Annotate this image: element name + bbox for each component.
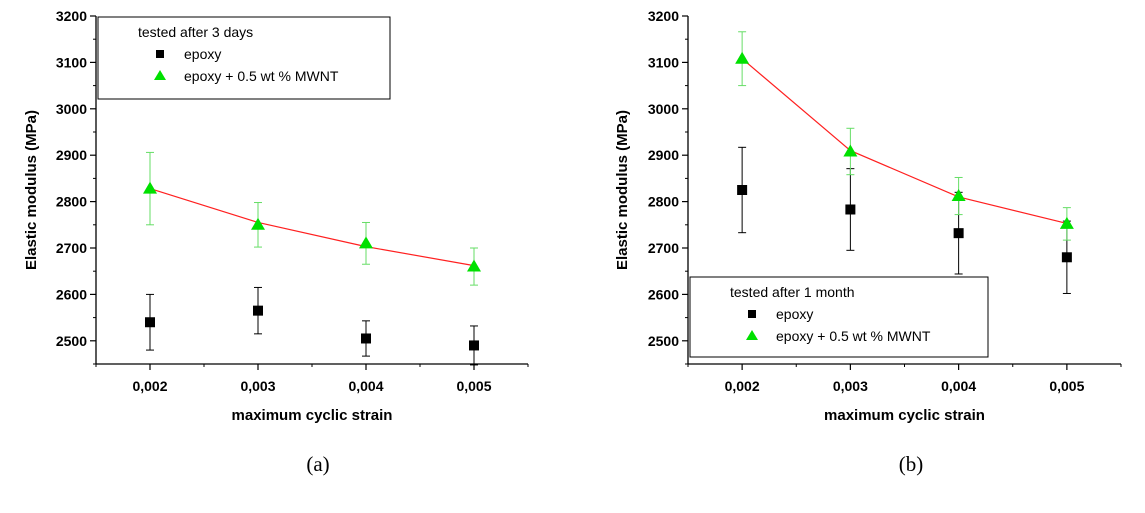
data-point-square bbox=[361, 333, 371, 344]
x-tick-label: 0,005 bbox=[1049, 378, 1084, 394]
legend-box bbox=[97, 16, 391, 100]
data-point-triangle bbox=[951, 189, 966, 202]
y-axis-label: Elastic modulus (MPa) bbox=[23, 110, 40, 270]
y-tick-label: 3000 bbox=[648, 101, 679, 117]
y-tick-label: 2600 bbox=[648, 286, 679, 302]
data-point-triangle bbox=[735, 51, 750, 64]
panel-caption: (b) bbox=[899, 452, 924, 476]
data-point-triangle bbox=[1059, 216, 1074, 229]
x-tick-label: 0,004 bbox=[348, 378, 383, 394]
data-point-triangle bbox=[251, 217, 265, 230]
legend-marker-square bbox=[156, 50, 164, 58]
x-axis-label: maximum cyclic strain bbox=[232, 407, 393, 424]
chart-panel-b: 2500 2600 2700 2800 2900 3000 3100 3200 0,002 0,0… bbox=[614, 8, 1122, 476]
y-tick-label: 2800 bbox=[648, 194, 679, 210]
series-fit-line bbox=[741, 58, 1068, 224]
x-tick-label: 0,002 bbox=[725, 378, 760, 394]
data-point-square bbox=[953, 228, 964, 239]
x-tick-label: 0,003 bbox=[240, 378, 275, 394]
y-tick-label: 3200 bbox=[56, 8, 87, 24]
data-point-square bbox=[737, 185, 748, 195]
x-tick-label: 0,002 bbox=[132, 378, 167, 394]
data-point-triangle bbox=[843, 144, 858, 157]
chart-panel-a: 2500 2600 2700 2800 2900 3000 3100 3200 0,002 0,0… bbox=[23, 8, 529, 476]
legend-entry: epoxy + 0.5 wt % MWNT bbox=[776, 328, 931, 344]
y-tick-label: 2700 bbox=[648, 240, 679, 256]
legend-entry: epoxy + 0.5 wt % MWNT bbox=[184, 68, 339, 84]
panel-caption: (a) bbox=[306, 452, 329, 476]
y-axis-label: Elastic modulus (MPa) bbox=[614, 110, 631, 270]
data-point-square bbox=[145, 317, 155, 328]
series-fit-line bbox=[149, 188, 475, 267]
legend-entry: epoxy bbox=[776, 306, 813, 322]
data-point-square bbox=[253, 305, 263, 316]
y-tick-label: 3100 bbox=[56, 54, 87, 70]
y-tick-label: 2500 bbox=[56, 333, 87, 349]
data-point-triangle bbox=[359, 236, 373, 249]
x-tick-label: 0,005 bbox=[456, 378, 491, 394]
y-tick-label: 2800 bbox=[56, 194, 87, 210]
legend-entry: epoxy bbox=[184, 46, 221, 62]
data-point-square bbox=[469, 340, 479, 351]
legend-title: tested after 3 days bbox=[138, 24, 253, 40]
y-tick-label: 3200 bbox=[648, 8, 679, 24]
y-tick-label: 2600 bbox=[56, 286, 87, 302]
y-tick-label: 3100 bbox=[648, 54, 679, 70]
data-point-triangle bbox=[467, 259, 481, 272]
y-tick-label: 2500 bbox=[648, 333, 679, 349]
legend-title: tested after 1 month bbox=[730, 284, 855, 300]
x-axis-label: maximum cyclic strain bbox=[824, 407, 985, 424]
legend-marker-square bbox=[748, 310, 756, 318]
data-point-square bbox=[1061, 252, 1072, 263]
legend-marker-triangle bbox=[154, 70, 166, 80]
y-tick-label: 3000 bbox=[56, 101, 87, 117]
data-point-triangle bbox=[143, 181, 157, 194]
legend-box bbox=[689, 276, 989, 358]
x-tick-label: 0,004 bbox=[941, 378, 976, 394]
legend-marker-triangle bbox=[746, 330, 758, 340]
x-tick-label: 0,003 bbox=[833, 378, 868, 394]
data-point-square bbox=[845, 204, 856, 215]
y-tick-label: 2900 bbox=[648, 147, 679, 163]
y-tick-label: 2700 bbox=[56, 240, 87, 256]
y-tick-label: 2900 bbox=[56, 147, 87, 163]
